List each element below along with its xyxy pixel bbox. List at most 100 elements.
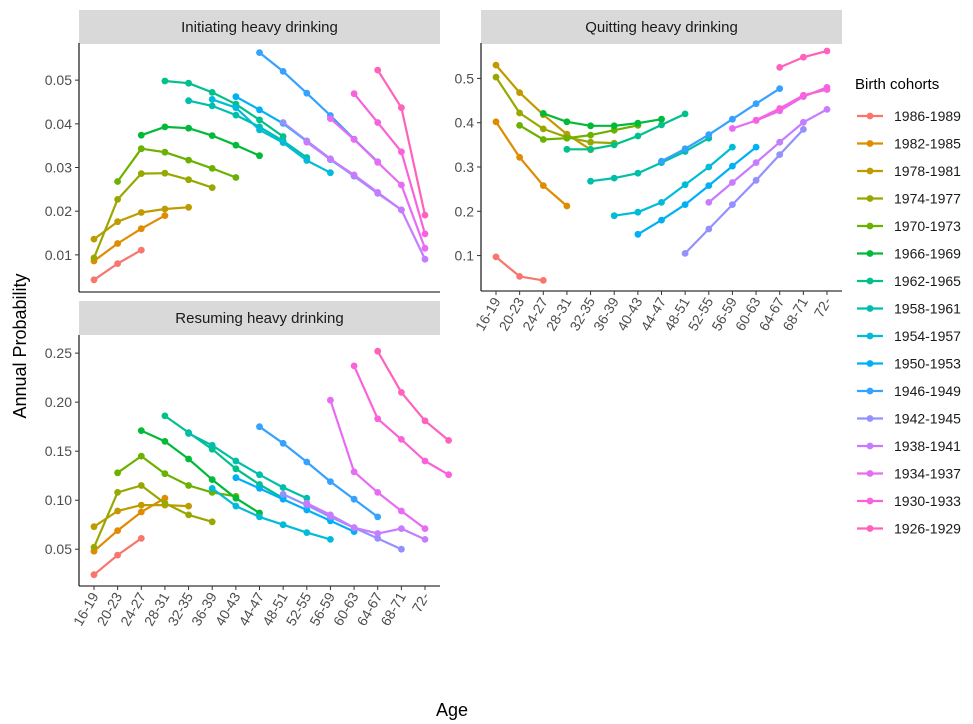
data-point (185, 511, 193, 519)
y-tick-label: 0.05 (45, 72, 72, 88)
data-point (705, 163, 713, 171)
data-point (114, 551, 121, 559)
data-point (303, 494, 311, 502)
data-point (398, 104, 405, 112)
data-point (374, 158, 382, 166)
data-point (161, 212, 169, 220)
data-point (185, 430, 193, 437)
data-point (303, 458, 311, 466)
data-point (114, 527, 121, 534)
series-line (660, 87, 781, 163)
series-line (684, 128, 805, 255)
legend-label: 1982-1985 (894, 136, 961, 152)
data-point (658, 216, 665, 224)
data-point (398, 181, 405, 189)
data-point (208, 184, 216, 192)
legend-key-point (866, 250, 874, 257)
series-line (755, 88, 828, 122)
data-point (374, 119, 382, 126)
data-point (232, 93, 240, 101)
series-1974-1977 (90, 169, 216, 262)
legend-entry: 1942-1945 (857, 411, 961, 427)
data-point (327, 478, 334, 485)
legend-label: 1954-1957 (894, 328, 961, 344)
data-point (516, 153, 523, 161)
data-point (90, 235, 98, 243)
series-1946-1949 (658, 85, 784, 165)
data-point (752, 176, 760, 184)
data-point (374, 189, 382, 196)
data-point (681, 201, 689, 209)
legend-label: 1950-1953 (894, 356, 961, 372)
data-point (610, 212, 618, 220)
series-1962-1965 (563, 110, 689, 153)
series-1986-1989 (492, 253, 547, 284)
series-line (164, 415, 284, 500)
data-point (610, 174, 618, 182)
series-1974-1977 (90, 482, 216, 551)
data-point (350, 171, 358, 179)
data-point (327, 396, 334, 404)
y-tick-label: 0.10 (45, 492, 72, 508)
data-point (137, 225, 145, 233)
series-1930-1933 (350, 90, 429, 238)
data-point (516, 89, 523, 96)
data-point (681, 181, 689, 189)
y-tick-label: 0.4 (455, 115, 475, 131)
legend-key-point (866, 470, 874, 477)
legend-key-point (866, 167, 874, 175)
data-point (421, 244, 429, 252)
data-point (327, 169, 334, 177)
data-point (208, 518, 216, 526)
legend-key-point (866, 360, 874, 367)
y-tick-label: 0.25 (45, 345, 72, 361)
data-point (232, 111, 240, 119)
data-point (114, 469, 121, 477)
series-1950-1953 (634, 143, 760, 238)
data-point (303, 138, 311, 146)
data-point (634, 132, 642, 140)
facet-title: Initiating heavy drinking (181, 19, 338, 36)
legend-key-point (866, 277, 874, 285)
data-point (327, 511, 334, 519)
data-point (610, 141, 618, 149)
series-line (92, 172, 213, 259)
legend-key-point (866, 112, 874, 120)
data-point (208, 165, 216, 172)
data-point (185, 156, 193, 164)
data-point (421, 417, 429, 425)
legend-entry: 1958-1961 (857, 301, 961, 317)
data-point (208, 102, 216, 110)
data-point (445, 437, 452, 444)
legend-title: Birth cohorts (855, 76, 939, 93)
series-1970-1973 (114, 452, 240, 500)
data-point (729, 162, 736, 170)
data-point (232, 174, 240, 181)
series-1986-1989 (90, 246, 145, 284)
data-point (256, 423, 263, 431)
data-point (90, 523, 98, 531)
series-line (519, 124, 639, 141)
series-1926-1929 (374, 66, 429, 219)
data-point (161, 499, 169, 507)
data-point (208, 89, 216, 96)
data-point (610, 122, 618, 130)
series-1966-1969 (539, 110, 665, 130)
series-line (140, 429, 261, 514)
series-line (376, 69, 427, 216)
data-point (705, 199, 713, 206)
series-line (566, 112, 686, 151)
data-point (232, 474, 240, 482)
legend-label: 1942-1945 (894, 411, 961, 427)
series-line (590, 137, 710, 183)
data-point (208, 476, 216, 483)
y-tick-label: 0.04 (45, 116, 72, 132)
legend-label: 1974-1977 (894, 191, 961, 207)
legend-key-point (866, 415, 874, 422)
data-point (256, 49, 263, 56)
data-point (137, 427, 145, 434)
data-point (752, 143, 760, 151)
series-1938-1941 (303, 499, 429, 543)
data-point (161, 412, 169, 420)
